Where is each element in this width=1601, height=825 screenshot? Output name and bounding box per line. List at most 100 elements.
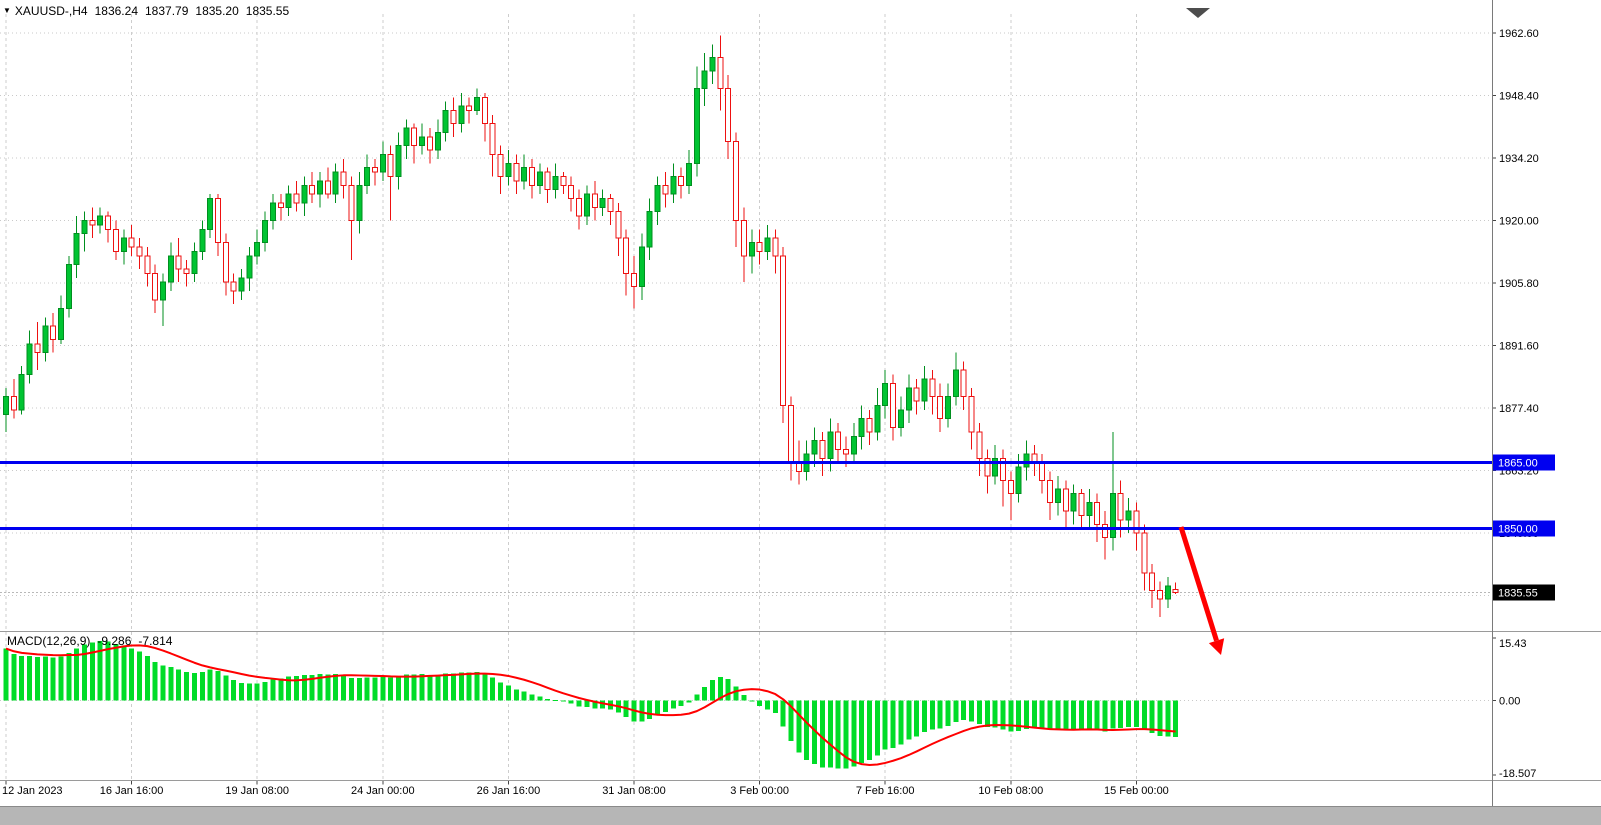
macd-bar — [82, 644, 87, 701]
candle-body — [599, 198, 606, 208]
candle — [128, 224, 135, 256]
candle-body — [450, 109, 457, 125]
candle — [497, 145, 504, 195]
candle-body — [50, 325, 57, 340]
macd-bar — [1000, 700, 1006, 730]
price-tick-label: 1962.60 — [1499, 28, 1539, 40]
macd-bar — [984, 700, 990, 727]
candle — [50, 312, 57, 353]
price-tick-label: 1891.60 — [1499, 341, 1539, 353]
candle — [513, 154, 520, 195]
candle — [481, 92, 488, 142]
candle — [348, 176, 355, 261]
macd-bar — [1102, 700, 1108, 732]
macd-bar — [953, 700, 959, 722]
candle — [1054, 475, 1061, 516]
candle-body — [984, 457, 991, 477]
candle — [254, 229, 261, 265]
candle-body — [678, 176, 685, 186]
candle — [356, 172, 363, 234]
candle — [34, 321, 41, 371]
svg-text:1865.00: 1865.00 — [1498, 458, 1538, 470]
macd-bar — [553, 699, 558, 701]
candle — [1062, 480, 1069, 529]
candle — [317, 172, 323, 208]
macd-bar — [529, 694, 535, 701]
candle — [568, 176, 575, 212]
candle — [1141, 524, 1148, 591]
symbol-dropdown-icon[interactable]: ▼ — [3, 6, 11, 15]
candle-body — [26, 343, 33, 376]
candle-body — [42, 325, 49, 354]
candle-body — [976, 431, 983, 459]
candle — [489, 114, 496, 177]
candle — [262, 211, 269, 252]
candle — [544, 167, 551, 203]
candle-body — [968, 396, 975, 433]
candle-body — [905, 387, 912, 411]
candle-body — [152, 272, 159, 301]
trend-arrow[interactable] — [1178, 526, 1225, 655]
candle — [183, 260, 190, 287]
macd-bar — [1141, 700, 1147, 730]
macd-bar — [482, 673, 488, 701]
candle — [685, 150, 692, 195]
candle — [1149, 563, 1156, 608]
candle — [646, 198, 653, 261]
candle-body — [638, 246, 645, 288]
quote-close-value: 1835.55 — [245, 4, 290, 18]
macd-bar — [804, 700, 810, 760]
candle — [638, 233, 645, 300]
horizontal-scrollbar[interactable] — [0, 806, 1601, 825]
hline-price-badge: 1865.00 — [1493, 454, 1555, 471]
candle-body — [850, 435, 857, 455]
candles-layer — [3, 35, 1179, 617]
macd-bar — [694, 694, 700, 701]
macd-bar — [113, 644, 119, 701]
macd-bar — [19, 656, 25, 701]
candle-body — [1039, 462, 1046, 481]
chart-shift-marker[interactable] — [1186, 8, 1210, 18]
macd-bar — [749, 700, 755, 702]
time-axis[interactable]: 12 Jan 2023 16 Jan 16:00 19 Jan 08:00 24 Ja… — [2, 780, 1169, 798]
price-axis[interactable]: 1962.60 1948.40 1934.20 1920.00 1905.80 1891.… — [1492, 28, 1539, 780]
candle — [897, 396, 904, 437]
candle-body — [701, 70, 708, 89]
candle — [866, 409, 873, 446]
candle — [379, 141, 386, 181]
time-tick-label: 31 Jan 08:00 — [602, 785, 666, 797]
candle-body — [340, 171, 347, 186]
macd-bar — [380, 676, 386, 701]
macd-tick-label: 15.43 — [1499, 638, 1527, 650]
candle-body — [733, 140, 740, 222]
candle — [701, 53, 708, 107]
candle — [811, 427, 818, 468]
candle-body — [199, 228, 206, 252]
horizontal-lines-layer — [0, 461, 1492, 531]
candle-body — [552, 176, 559, 191]
candle — [725, 75, 732, 159]
macd-bar — [1016, 700, 1022, 731]
macd-indicator-label: MACD(12,26,9) -9.286 -7.814 — [7, 634, 179, 648]
candle-body — [662, 184, 669, 195]
candle-body — [1015, 466, 1022, 495]
candle-body — [3, 396, 9, 415]
candle — [10, 379, 17, 419]
macd-bar — [717, 677, 723, 701]
candle-body — [120, 237, 127, 252]
macd-bar — [741, 695, 747, 701]
candle-body — [348, 184, 355, 222]
macd-bar — [341, 674, 347, 701]
candle-body — [474, 96, 480, 111]
time-tick-label: 10 Feb 08:00 — [978, 785, 1043, 797]
macd-bar — [859, 700, 865, 763]
price-tick-label: 1934.20 — [1499, 153, 1539, 165]
candle-body — [411, 127, 418, 147]
macd-bar — [176, 669, 182, 701]
candle — [214, 194, 221, 256]
candle-body — [175, 255, 182, 270]
macd-bar — [348, 677, 354, 701]
candle — [434, 119, 441, 159]
candle — [536, 163, 543, 195]
